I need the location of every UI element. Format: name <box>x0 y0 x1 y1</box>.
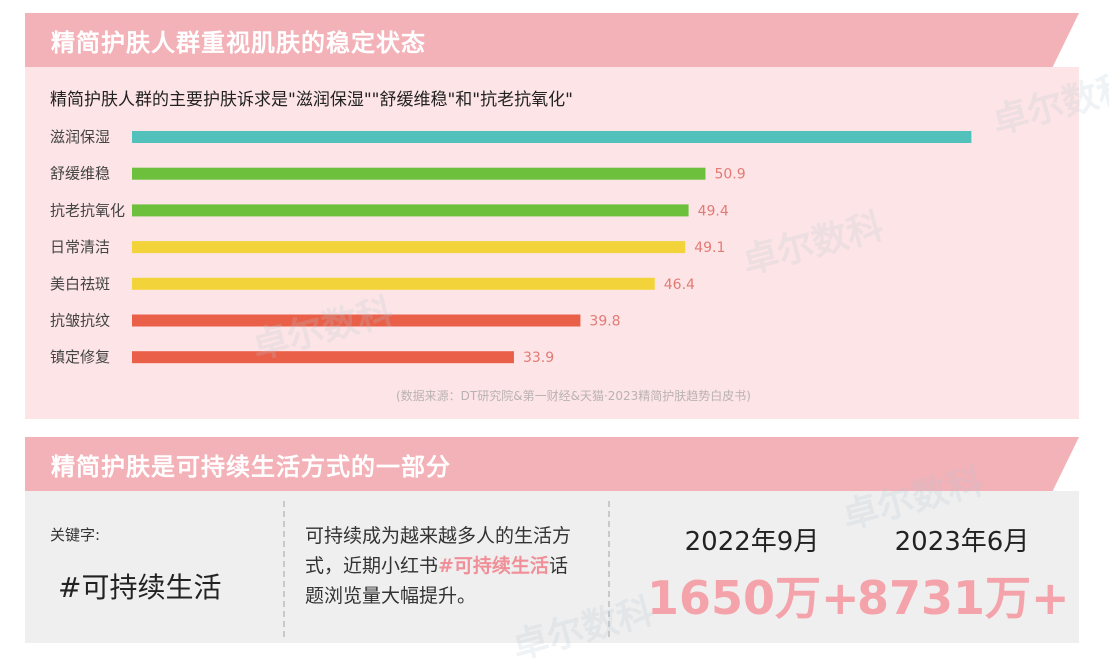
description-text-2: 话题浏览量大幅提升。 <box>305 555 568 607</box>
chart-subtitle: 精简护肤人群的主要护肤诉求是"滋润保湿""舒缓维稳"和"抗老抗氧化" <box>50 90 573 110</box>
value-label: 46.4 <box>664 277 695 293</box>
description-text-1: 可持续成为越来越多人的生活方式，近期小红书 <box>305 525 572 577</box>
stat-date: 2023年6月 <box>894 527 1030 557</box>
dashed-divider <box>608 501 610 637</box>
stat-value: 8731万+ <box>857 571 1070 625</box>
category-label: 抗皱抗纹 <box>50 312 110 330</box>
value-label: 33.9 <box>523 350 554 366</box>
bar <box>132 167 706 180</box>
category-label: 日常清洁 <box>50 238 110 256</box>
bar <box>132 204 689 217</box>
bar <box>132 351 514 364</box>
bar <box>132 277 655 290</box>
category-label: 舒缓维稳 <box>50 165 110 183</box>
category-label: 滋润保湿 <box>50 128 110 146</box>
section-title-banner: 精简护肤人群重视肌肤的稳定状态 <box>25 13 1079 67</box>
value-label: 49.1 <box>694 240 725 256</box>
stat-2022: 2022年9月 1650万+ <box>647 521 860 628</box>
stat-value: 1650万+ <box>647 571 860 625</box>
stat-date: 2022年9月 <box>684 527 820 557</box>
value-label: 49.4 <box>698 203 729 219</box>
description-highlight: #可持续生活 <box>438 555 549 577</box>
category-label: 抗老抗氧化 <box>50 201 125 219</box>
description: 可持续成为越来越多人的生活方式，近期小红书#可持续生活话题浏览量大幅提升。 <box>305 521 575 611</box>
stat-2023: 2023年6月 8731万+ <box>857 521 1070 628</box>
value-label: 39.8 <box>589 314 620 330</box>
sustainable-panel: 关键字: #可持续生活 可持续成为越来越多人的生活方式，近期小红书#可持续生活话… <box>25 491 1079 643</box>
chart-panel: 精简护肤人群的主要护肤诉求是"滋润保湿""舒缓维稳"和"抗老抗氧化" 滋润保湿舒… <box>25 67 1079 419</box>
bar <box>132 131 972 143</box>
bar <box>132 241 686 254</box>
section-title-2: 精简护肤是可持续生活方式的一部分 <box>51 452 451 481</box>
section-title: 精简护肤人群重视肌肤的稳定状态 <box>51 28 426 57</box>
dashed-divider <box>283 501 285 637</box>
bar <box>132 314 581 327</box>
section-title-banner-2: 精简护肤是可持续生活方式的一部分 <box>25 437 1079 491</box>
data-source-note: (数据来源：DT研究院&第一财经&天猫·2023精简护肤趋势白皮书) <box>395 389 751 403</box>
category-label: 镇定修复 <box>50 348 110 366</box>
category-label: 美白祛斑 <box>50 275 110 293</box>
value-label: 50.9 <box>714 167 745 183</box>
keyword: #可持续生活 <box>58 571 222 604</box>
keyword-label: 关键字: <box>50 526 101 544</box>
